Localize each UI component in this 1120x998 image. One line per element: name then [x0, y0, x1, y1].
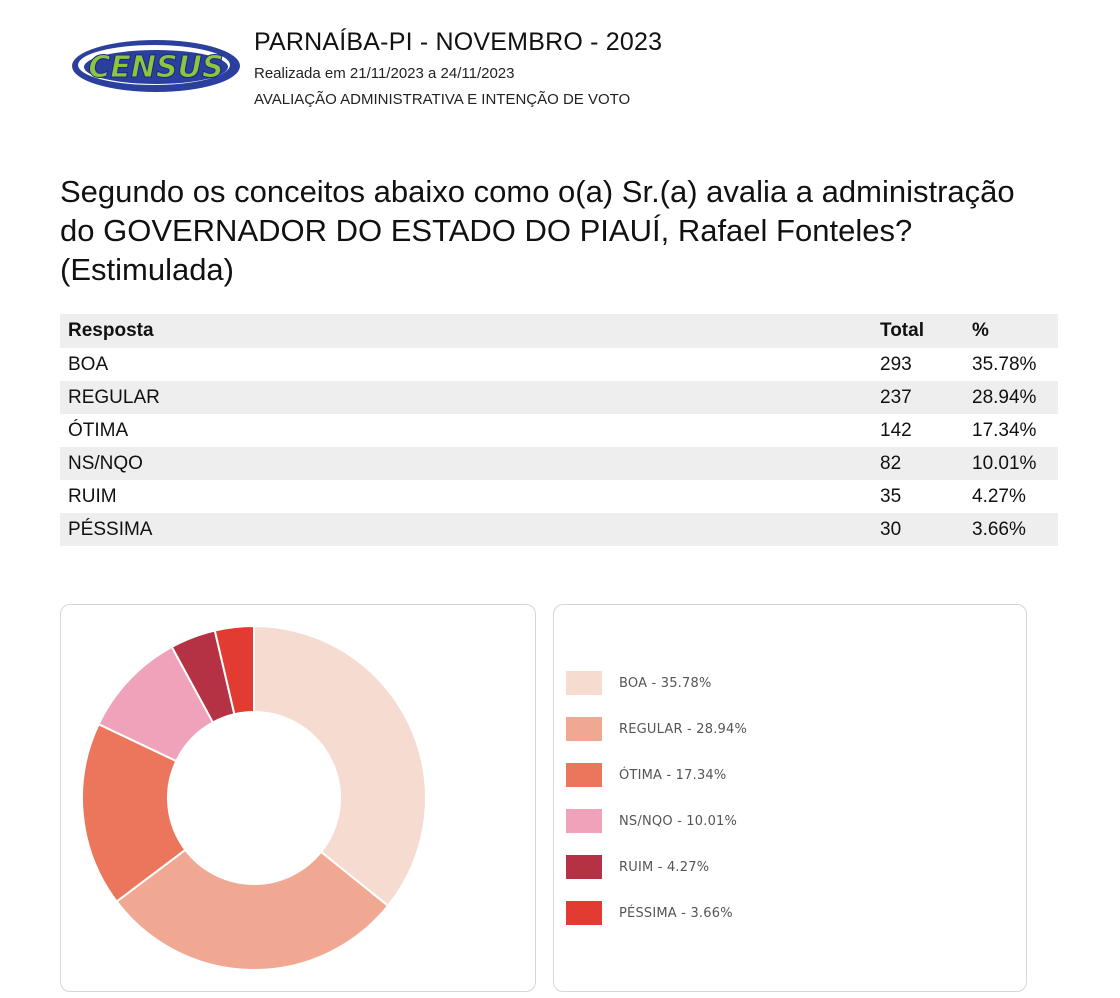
cell-pct: 17.34% — [972, 419, 1037, 441]
table-row: BOA 293 35.78% — [60, 348, 1058, 381]
report-dates: Realizada em 21/11/2023 a 24/11/2023 — [254, 65, 515, 82]
cell-total: 35 — [880, 485, 902, 507]
legend-panel: BOA - 35.78% REGULAR - 28.94% ÓTIMA - 17… — [553, 604, 1027, 992]
legend-label: REGULAR - 28.94% — [619, 721, 748, 737]
cell-total: 237 — [880, 386, 912, 408]
cell-resposta: ÓTIMA — [68, 419, 129, 441]
table-header-row: Resposta Total % — [60, 314, 1058, 348]
legend-swatch — [566, 901, 602, 925]
legend-item-boa: BOA - 35.78% — [566, 671, 712, 695]
legend-item-pessima: PÉSSIMA - 3.66% — [566, 901, 733, 925]
question-text: Segundo os conceitos abaixo como o(a) Sr… — [60, 174, 1015, 287]
table-row: PÉSSIMA 30 3.66% — [60, 513, 1058, 546]
donut-slice-boa — [253, 624, 427, 908]
cell-total: 142 — [880, 419, 912, 441]
chart-panel — [60, 604, 536, 992]
donut-slice--tima — [81, 722, 187, 903]
table-row: RUIM 35 4.27% — [60, 480, 1058, 513]
legend-swatch — [566, 717, 602, 741]
donut-slice-p-ssima — [213, 624, 255, 716]
donut-slice-regular — [115, 848, 390, 971]
cell-resposta: BOA — [68, 353, 109, 375]
legend-item-otima: ÓTIMA - 17.34% — [566, 763, 726, 787]
legend-label: RUIM - 4.27% — [619, 859, 710, 875]
legend-item-ns-nqo: NS/NQO - 10.01% — [566, 809, 737, 833]
cell-resposta: NS/NQO — [68, 452, 143, 474]
legend-swatch — [566, 671, 602, 695]
logo-text: CENSUS — [88, 50, 223, 85]
cell-resposta: RUIM — [68, 485, 117, 507]
cell-total: 30 — [880, 518, 902, 540]
legend-item-regular: REGULAR - 28.94% — [566, 717, 747, 741]
cell-pct: 4.27% — [972, 485, 1026, 507]
legend-swatch — [566, 763, 602, 787]
legend-label: BOA - 35.78% — [619, 675, 712, 691]
table-row: REGULAR 237 28.94% — [60, 381, 1058, 414]
legend-label: PÉSSIMA - 3.66% — [619, 905, 733, 921]
legend-label: ÓTIMA - 17.34% — [619, 767, 727, 783]
report-header: CENSUS PARNAÍBA-PI - NOVEMBRO - 2023 Rea… — [70, 28, 770, 128]
cell-pct: 3.66% — [972, 518, 1026, 540]
table-row: NS/NQO 82 10.01% — [60, 447, 1058, 480]
donut-chart — [81, 624, 427, 971]
cell-total: 82 — [880, 452, 902, 474]
legend-swatch — [566, 809, 602, 833]
column-header-total: Total — [880, 320, 924, 341]
cell-resposta: PÉSSIMA — [68, 518, 153, 540]
legend-label: NS/NQO - 10.01% — [619, 813, 738, 829]
cell-pct: 10.01% — [972, 452, 1037, 474]
legend-item-ruim: RUIM - 4.27% — [566, 855, 709, 879]
results-table: Resposta Total % BOA 293 35.78% REGULAR … — [60, 314, 1058, 546]
census-logo: CENSUS — [72, 40, 240, 92]
cell-pct: 28.94% — [972, 386, 1037, 408]
cell-resposta: REGULAR — [68, 386, 160, 408]
legend-swatch — [566, 855, 602, 879]
report-title: PARNAÍBA-PI - NOVEMBRO - 2023 — [254, 28, 663, 56]
cell-pct: 35.78% — [972, 353, 1037, 375]
cell-total: 293 — [880, 353, 912, 375]
table-row: ÓTIMA 142 17.34% — [60, 414, 1058, 447]
report-subject: AVALIAÇÃO ADMINISTRATIVA E INTENÇÃO DE V… — [254, 91, 631, 108]
column-header-pct: % — [972, 320, 989, 341]
column-header-resposta: Resposta — [68, 320, 154, 341]
